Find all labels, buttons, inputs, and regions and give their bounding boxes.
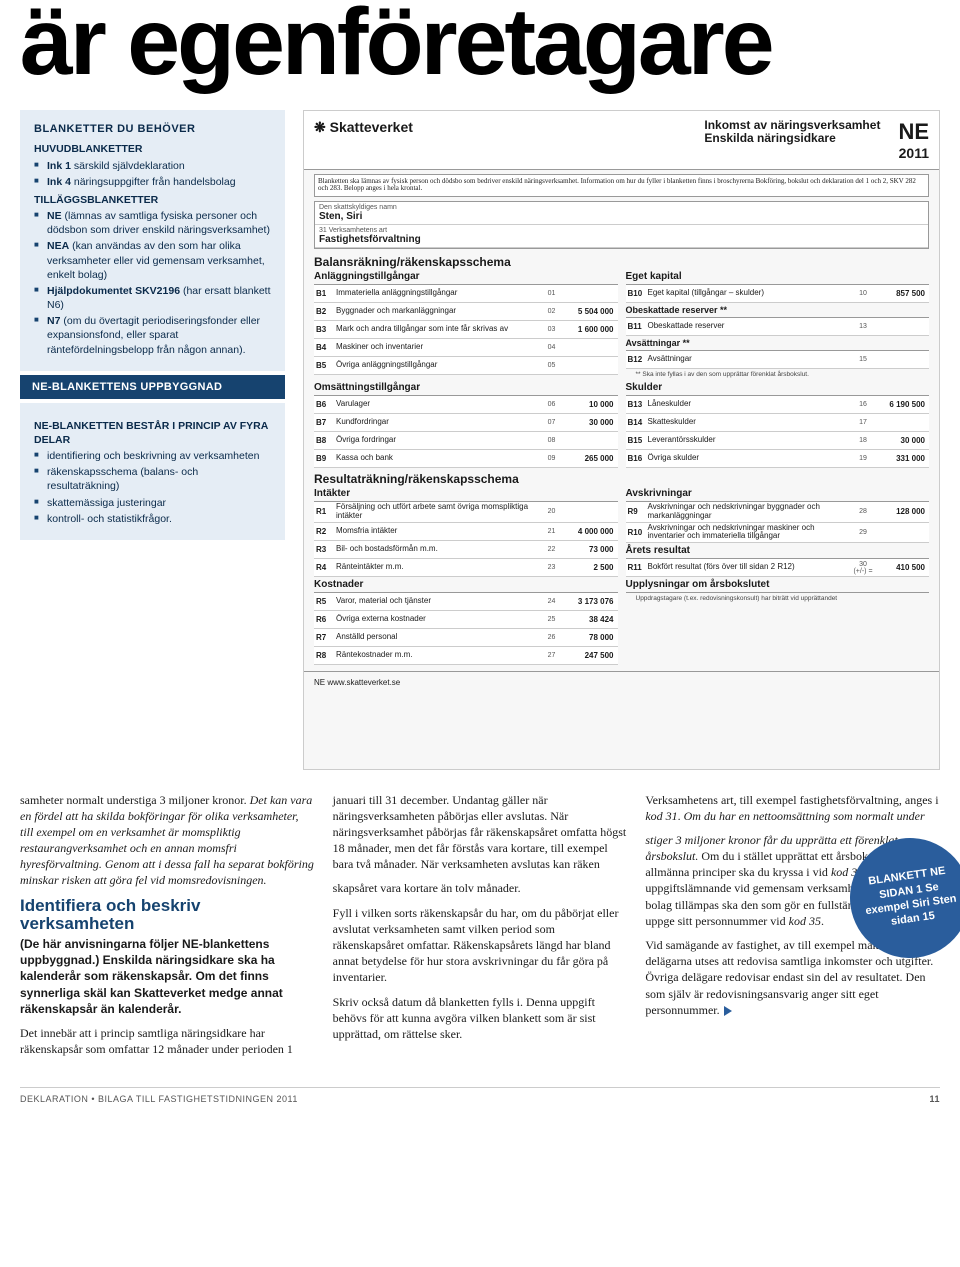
- footer-left: DEKLARATION • BILAGA TILL FASTIGHETSTIDN…: [20, 1094, 298, 1104]
- form-subhead: Obeskattade reserver **: [626, 303, 930, 318]
- form-row: B15Leverantörsskulder1830 000: [626, 432, 930, 450]
- subhead-anlaggning: Anläggningstillgångar: [314, 269, 618, 285]
- form-row: R7Anställd personal2678 000: [314, 629, 618, 647]
- form-row: B11Obeskattade reserver13: [626, 318, 930, 336]
- paragraph: (De här anvisningarna följer NE-blankett…: [20, 936, 315, 1017]
- list-item: N7 (om du övertagit periodiseringsfonder…: [34, 314, 271, 357]
- paragraph: Skriv också datum då blanketten fylls i.…: [333, 994, 628, 1043]
- form-row: R9Avskrivningar och nedskrivningar byggn…: [626, 502, 930, 523]
- box-title: BLANKETTER DU BEHÖVER: [34, 122, 271, 137]
- form-row: B1Immateriella anläggningstillgångar01: [314, 285, 618, 303]
- subhead-upply: Upplysningar om årsbokslutet: [626, 577, 930, 593]
- article-body: samheter normalt understiga 3 miljoner k…: [20, 792, 940, 1058]
- form-row: B7Kundfordringar0730 000: [314, 414, 618, 432]
- form-row: B12Avsättningar15: [626, 351, 930, 369]
- sub-title-delar: NE-BLANKETTEN BESTÅR I PRINCIP AV FYRA D…: [34, 419, 271, 447]
- form-row: R8Räntekostnader m.m.27247 500: [314, 647, 618, 665]
- subhead-intakter: Intäkter: [314, 486, 618, 502]
- form-row: R1Försäljning och utfört arbete samt övr…: [314, 502, 618, 523]
- huvud-list: Ink 1 särskild självdeklaration Ink 4 nä…: [34, 159, 271, 189]
- paragraph: samheter normalt understiga 3 miljoner k…: [20, 792, 315, 889]
- form-row: B16Övriga skulder19331 000: [626, 450, 930, 468]
- form-year: 2011: [888, 145, 929, 161]
- subhead-skulder: Skulder: [626, 380, 930, 396]
- page-headline: är egenföretagare: [20, 0, 940, 86]
- delar-list: identifiering och beskrivning av verksam…: [34, 449, 271, 526]
- paragraph: Fyll i vilken sorts räkenskapsår du har,…: [333, 905, 628, 986]
- section-resultat: Resultaträkning/räkenskapsschema: [304, 468, 939, 486]
- agency-logo: Skatteverket: [314, 119, 413, 161]
- form-row: B3Mark och andra tillgångar som inte får…: [314, 321, 618, 339]
- section-balans: Balansräkning/räkenskapsschema: [304, 251, 939, 269]
- tillagg-list: NE (lämnas av samtliga fysiska personer …: [34, 209, 271, 357]
- list-item: Hjälpdokumentet SKV2196 (har ersatt blan…: [34, 284, 271, 312]
- uppbyggnad-box: NE-BLANKETTEN BESTÅR I PRINCIP AV FYRA D…: [20, 403, 285, 540]
- list-item: Ink 4 näringsuppgifter från handelsbolag: [34, 175, 271, 189]
- form-row: R6Övriga externa kostnader2538 424: [314, 611, 618, 629]
- form-row: B6Varulager0610 000: [314, 396, 618, 414]
- list-item: Ink 1 särskild självdeklaration: [34, 159, 271, 173]
- subhead-avskriv: Avskrivningar: [626, 486, 930, 502]
- form-row: R3Bil- och bostadsförmån m.m.2273 000: [314, 541, 618, 559]
- form-row: B8Övriga fordringar08: [314, 432, 618, 450]
- form-title-1: Inkomst av näringsverksamhet: [704, 119, 880, 132]
- name-box: Den skattskyldiges namnSten, Siri 31 Ver…: [314, 201, 929, 249]
- subhead-kostnader: Kostnader: [314, 577, 618, 593]
- upply-note: Uppdragstagare (t.ex. redovisningskonsul…: [626, 593, 930, 604]
- section-band: NE-BLANKETTENS UPPBYGGNAD: [20, 375, 285, 399]
- sub-title-huvud: HUVUDBLANKETTER: [34, 142, 271, 156]
- form-footer: NE www.skatteverket.se: [304, 671, 939, 693]
- form-row: R4Ränteintäkter m.m.232 500: [314, 559, 618, 577]
- paragraph: skapsåret vara kortare än tolv månader.: [333, 880, 628, 896]
- form-row: B4Maskiner och inventarier04: [314, 339, 618, 357]
- form-row: B2Byggnader och markanläggningar025 504 …: [314, 303, 618, 321]
- form-row: B13Låneskulder166 190 500: [626, 396, 930, 414]
- form-code: NE: [898, 119, 929, 145]
- article-h2: Identifiera och beskriv verksamheten: [20, 897, 315, 934]
- continue-arrow-icon: [724, 1006, 732, 1016]
- tax-form-preview: Skatteverket Inkomst av näringsverksamhe…: [303, 110, 940, 770]
- list-item: skattemässiga justeringar: [34, 496, 271, 510]
- form-row: B9Kassa och bank09265 000: [314, 450, 618, 468]
- star-note: ** Ska inte fyllas i av den som upprätta…: [626, 369, 930, 380]
- list-item: räkenskapsschema (balans- och resultaträ…: [34, 465, 271, 493]
- form-row: R11Bokfört resultat (förs över till sida…: [626, 559, 930, 577]
- sub-title-tillagg: TILLÄGGSBLANKETTER: [34, 193, 271, 207]
- list-item: kontroll- och statistikfrågor.: [34, 512, 271, 526]
- form-row: B10Eget kapital (tillgångar – skulder)10…: [626, 285, 930, 303]
- paragraph: Verksamhetens art, till exempel fastighe…: [645, 792, 940, 824]
- list-item: NEA (kan användas av den som har olika v…: [34, 239, 271, 282]
- subhead-omsattning: Omsättningstillgångar: [314, 380, 618, 396]
- subhead-resultat: Årets resultat: [626, 543, 930, 559]
- form-row: R10Avskrivningar och nedskrivningar mask…: [626, 523, 930, 544]
- page-number: 11: [929, 1094, 940, 1104]
- form-title-2: Enskilda näringsidkare: [704, 132, 880, 145]
- form-row: B14Skatteskulder17: [626, 414, 930, 432]
- list-item: identifiering och beskrivning av verksam…: [34, 449, 271, 463]
- form-blurb: Blanketten ska lämnas av fysisk person o…: [314, 174, 929, 197]
- subhead-eget: Eget kapital: [626, 269, 930, 285]
- list-item: NE (lämnas av samtliga fysiska personer …: [34, 209, 271, 237]
- blanketter-box: BLANKETTER DU BEHÖVER HUVUDBLANKETTER In…: [20, 110, 285, 371]
- form-row: R2Momsfria intäkter214 000 000: [314, 523, 618, 541]
- form-subhead: Avsättningar **: [626, 336, 930, 351]
- form-row: R5Varor, material och tjänster243 173 07…: [314, 593, 618, 611]
- sidebar: BLANKETTER DU BEHÖVER HUVUDBLANKETTER In…: [20, 110, 285, 544]
- form-row: B5Övriga anläggningstillgångar05: [314, 357, 618, 375]
